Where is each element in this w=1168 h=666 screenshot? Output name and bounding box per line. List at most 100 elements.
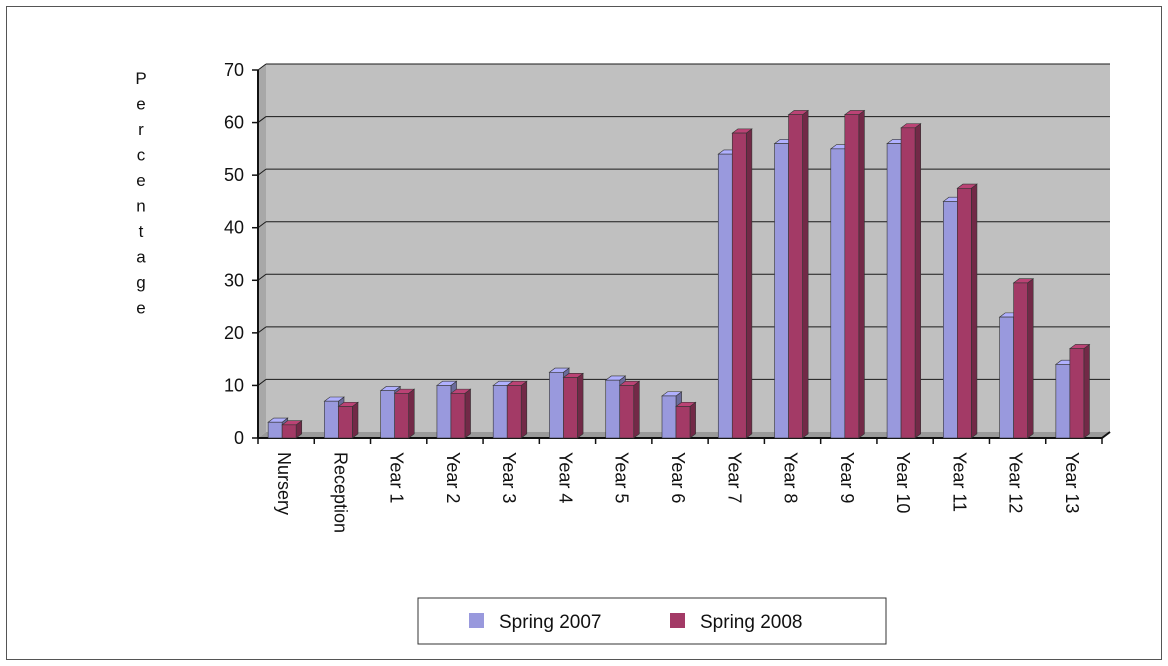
y-tick-label: 10 (224, 375, 244, 395)
x-tick-label: Year 8 (781, 452, 801, 503)
x-tick-labels: Nursery Reception Year 1 Year 2 Year 3 Year 4… (274, 452, 1082, 533)
bar-front (844, 114, 860, 439)
y-tick-label: 40 (224, 218, 244, 238)
bar-front (675, 406, 691, 439)
bar-side (1083, 343, 1090, 439)
gridline-depth (257, 221, 267, 229)
bar (506, 380, 528, 439)
bar (393, 388, 416, 439)
bar-front (661, 395, 677, 439)
bar (281, 420, 303, 439)
x-tick-label: Year 11 (949, 452, 969, 512)
bar-front (436, 385, 452, 439)
bar-front (605, 379, 621, 439)
bar (900, 123, 922, 439)
bar-front (492, 385, 508, 439)
bar-front (338, 406, 353, 439)
bar-front (506, 385, 522, 439)
bar (956, 183, 978, 439)
x-tick-label: Year 13 (1062, 452, 1082, 513)
y-axis-label-letter: e (136, 95, 145, 114)
bar-front (999, 316, 1014, 439)
bar-side (408, 388, 415, 439)
y-axis-label-letter: a (136, 248, 146, 267)
bar-front (450, 393, 466, 439)
bar-side (689, 401, 696, 439)
bar-side (352, 401, 359, 439)
plot-background (266, 64, 1110, 432)
bar-front (943, 201, 958, 439)
x-tick-label: Year 2 (443, 452, 463, 503)
bar-side (914, 123, 921, 439)
bar-side (745, 128, 753, 439)
bar-side (802, 109, 809, 439)
bar-front (900, 127, 916, 439)
x-tick-label: Year 4 (555, 452, 575, 503)
bar-front (1013, 282, 1028, 439)
bar-front (281, 424, 297, 439)
bar-front (1069, 348, 1085, 439)
legend-label: Spring 2008 (700, 612, 802, 633)
y-axis-label-letter: t (139, 222, 144, 241)
y-axis-label-letter: c (137, 146, 146, 165)
gridline-depth (257, 116, 267, 123)
legend-label: Spring 2007 (499, 612, 601, 633)
bar (450, 388, 472, 439)
y-tick-label: 70 (224, 60, 244, 80)
bar-front (774, 143, 789, 439)
x-tick-label: Reception (330, 452, 350, 533)
legend: Spring 2007 Spring 2008 (417, 597, 887, 645)
y-tick-label: 50 (224, 165, 244, 185)
bar (843, 109, 866, 439)
gridline-depth (257, 273, 267, 281)
gridline-depth (257, 168, 267, 176)
y-axis-label-letter: n (136, 197, 145, 216)
legend-swatch (670, 613, 685, 628)
bar (562, 372, 584, 439)
bar-front (830, 148, 846, 439)
bar-side (464, 388, 471, 439)
bar (675, 401, 697, 439)
bar-front (563, 377, 578, 439)
x-tick-label: Year 10 (893, 452, 913, 513)
y-axis-label-letter: P (135, 69, 146, 88)
x-tick-label: Year 9 (837, 452, 857, 503)
gridline-depth (257, 326, 267, 334)
legend-swatch (469, 613, 484, 628)
bar-front (957, 187, 972, 439)
plot-side-wall (258, 64, 266, 438)
bar-front (619, 385, 635, 439)
plot-area (258, 64, 1110, 438)
y-axis-label-letter: e (136, 299, 145, 318)
bar (1012, 278, 1035, 439)
y-axis-label-letter: g (136, 273, 145, 292)
bar-front (788, 114, 803, 439)
bar-front (394, 393, 409, 439)
x-tick-label: Year 1 (387, 452, 407, 503)
bar-side (520, 380, 528, 439)
bar-side (858, 109, 865, 439)
gridline-depth (257, 63, 267, 71)
y-tick-label: 20 (224, 323, 244, 343)
bar (618, 380, 641, 439)
gridline-depth (257, 379, 267, 386)
bar-front (717, 153, 733, 439)
y-tick-labels: 0 10 20 30 40 50 60 70 (224, 60, 244, 448)
bar-side (577, 372, 584, 439)
bar (1068, 343, 1091, 439)
bar-front (267, 421, 283, 439)
y-tick-label: 0 (234, 428, 244, 448)
x-axis-depth-line (1101, 431, 1111, 439)
bar-side (971, 183, 978, 439)
x-tick-label: Year 3 (499, 452, 519, 503)
legend-box (417, 597, 887, 645)
x-tick-label: Year 6 (668, 452, 688, 503)
bar (337, 401, 359, 439)
x-tick-label: Year 5 (612, 452, 632, 503)
y-tick-label: 30 (224, 270, 244, 290)
x-tick-label: Nursery (274, 452, 294, 515)
bar-side (1027, 278, 1034, 439)
bar-side (633, 380, 640, 439)
